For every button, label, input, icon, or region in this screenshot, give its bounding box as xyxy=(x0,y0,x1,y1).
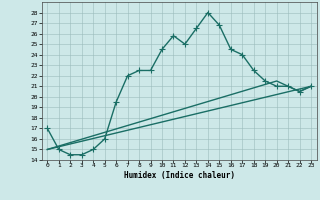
X-axis label: Humidex (Indice chaleur): Humidex (Indice chaleur) xyxy=(124,171,235,180)
